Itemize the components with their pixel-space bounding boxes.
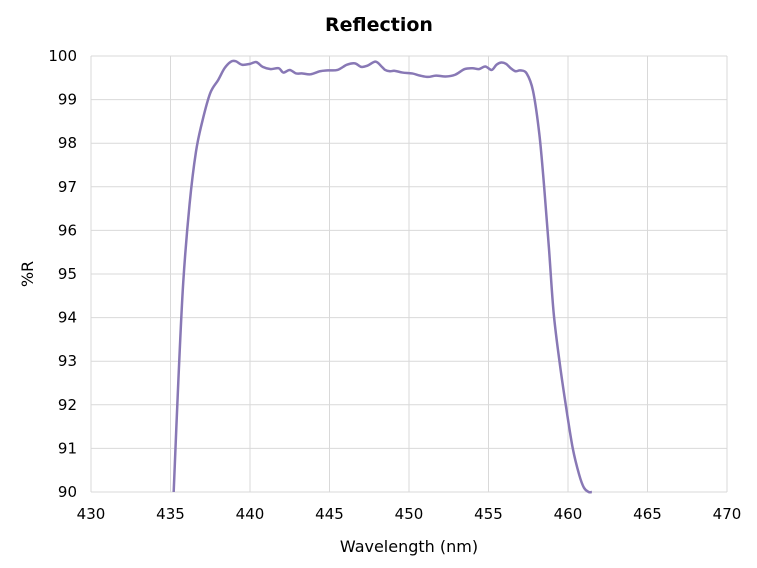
x-tick-label: 445 (315, 505, 344, 523)
chart-title: Reflection (325, 14, 433, 36)
y-tick-label: 94 (58, 309, 77, 327)
x-tick-label: 450 (395, 505, 424, 523)
grid (90, 55, 728, 493)
y-tick-label: 91 (58, 439, 77, 457)
x-axis-ticks: 430 435 440 445 450 455 460 465 470 (77, 505, 742, 523)
y-tick-label: 92 (58, 396, 77, 414)
plot-area (172, 59, 593, 494)
y-tick-label: 99 (58, 91, 77, 109)
x-tick-label: 470 (713, 505, 742, 523)
y-tick-label: 90 (58, 483, 77, 501)
reflection-line (172, 59, 593, 494)
y-tick-label: 100 (48, 47, 77, 65)
y-tick-label: 97 (58, 178, 77, 196)
y-tick-label: 96 (58, 221, 77, 239)
x-axis-label: Wavelength (nm) (340, 537, 478, 556)
x-tick-label: 435 (156, 505, 185, 523)
x-tick-label: 460 (554, 505, 583, 523)
y-axis-label: %R (18, 261, 37, 287)
x-tick-label: 455 (474, 505, 503, 523)
y-axis-ticks: 90 91 92 93 94 95 96 97 98 99 100 (48, 47, 77, 501)
x-tick-label: 465 (633, 505, 662, 523)
y-tick-label: 95 (58, 265, 77, 283)
y-tick-label: 98 (58, 134, 77, 152)
x-tick-label: 440 (236, 505, 265, 523)
x-tick-label: 430 (77, 505, 106, 523)
y-tick-label: 93 (58, 352, 77, 370)
